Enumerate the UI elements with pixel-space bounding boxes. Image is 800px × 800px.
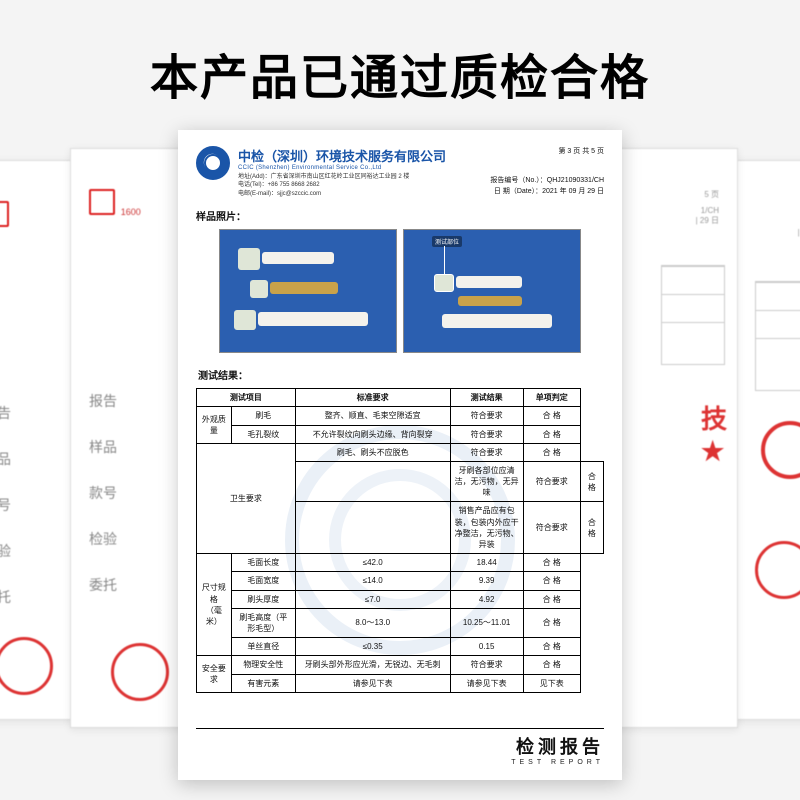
table-cell: 牙刷各部位应清洁，无污物，无异味 [450,461,523,502]
table-cell: 卫生要求 [197,443,296,554]
table-cell: 合 格 [523,425,580,443]
table-row: 卫生要求刷毛、刷头不应脱色符合要求合 格 [197,443,604,461]
company-name-en: CCIC (Shenzhen) Environmental Service Co… [238,165,446,171]
table-cell: 合 格 [580,461,603,502]
table-cell: 符合要求 [450,407,523,425]
seal-icon [89,189,115,215]
table-cell: 合 格 [523,554,580,572]
footer-title-en: TEST REPORT [196,759,604,766]
test-result-table: 测试项目标准要求测试结果单项判定 外观质量刷毛整齐、顺直、毛束空隙适宜符合要求合… [196,388,604,693]
table-cell: 牙刷头部外形应光滑，无锐边、无毛刺 [295,656,450,674]
table-cell: 安全要求 [197,656,232,692]
table-cell: 符合要求 [523,502,580,554]
table-row: 毛孔裂纹不允许裂纹向刷头边缘、背向裂穿符合要求合 格 [197,425,604,443]
round-seal-icon [761,421,800,479]
table-row: 毛面宽度≤14.09.39合 格 [197,572,604,590]
table-cell: 外观质量 [197,407,232,443]
table-cell: 见下表 [523,674,580,692]
headline: 本产品已通过质检合格 [0,38,800,108]
round-seal-icon [0,637,53,695]
table-cell: 4.92 [450,590,523,608]
seal-icon [0,201,9,227]
table-header: 测试结果 [450,389,523,407]
table-cell: 合 格 [523,572,580,590]
callout-label: 测试部位 [432,236,462,247]
footer-title-cn: 检测报告 [196,733,604,759]
table-cell: 符合要求 [450,656,523,674]
table-header: 测试项目 [197,389,296,407]
table-cell: 刷毛高度（平形毛型） [231,608,295,637]
table-cell: ≤7.0 [295,590,450,608]
ccic-logo-icon [196,146,230,180]
table-cell: 合 格 [523,638,580,656]
table-row: 尺寸规格 （毫米）毛面长度≤42.018.44合 格 [197,554,604,572]
table-cell: 请参见下表 [450,674,523,692]
table-cell: 刷毛、刷头不应脱色 [295,443,450,461]
table-cell: 合 格 [523,443,580,461]
table-cell: 合 格 [580,502,603,554]
company-address: 地址(Add)：广东省深圳市南山区红花岭工业区同裕达工业园 2 楼 电话(Tel… [238,173,446,198]
sample-photo [219,229,397,353]
table-header: 单项判定 [523,389,580,407]
report-number-row: 报告编号（No.）：QHJ21090331/CH [490,175,604,186]
test-report-document: 中检（深圳）环境技术服务有限公司 CCIC (Shenzhen) Environ… [178,130,622,780]
table-cell: 不允许裂纹向刷头边缘、背向裂穿 [295,425,450,443]
table-cell: 请参见下表 [295,674,450,692]
table-cell: 10.25～11.01 [450,608,523,637]
table-cell: 8.0～13.0 [295,608,450,637]
table-cell: 9.39 [450,572,523,590]
table-row: 外观质量刷毛整齐、顺直、毛束空隙适宜符合要求合 格 [197,407,604,425]
table-cell: 合 格 [523,608,580,637]
table-cell: ≤14.0 [295,572,450,590]
table-cell: ≤0.35 [295,638,450,656]
round-seal-icon [111,643,169,701]
table-cell: 整齐、顺直、毛束空隙适宜 [295,407,450,425]
table-cell: 0.15 [450,638,523,656]
table-row: 刷毛高度（平形毛型）8.0～13.010.25～11.01合 格 [197,608,604,637]
table-cell: 毛面宽度 [231,572,295,590]
seal-text-icon: 技★ [701,399,727,467]
table-cell: 刷毛 [231,407,295,425]
round-seal-icon [755,541,800,599]
table-cell [295,502,450,554]
bg-code: 1600 [121,207,141,217]
table-row: 刷头厚度≤7.04.92合 格 [197,590,604,608]
table-cell: 有害元素 [231,674,295,692]
table-row: 有害元素请参见下表请参见下表见下表 [197,674,604,692]
result-section-label: 测试结果： [198,367,604,382]
table-cell: 符合要求 [450,425,523,443]
report-footer: 检测报告 TEST REPORT [196,728,604,766]
table-cell: 尺寸规格 （毫米） [197,554,232,656]
table-cell: 刷头厚度 [231,590,295,608]
table-cell: 合 格 [523,590,580,608]
table-cell: 18.44 [450,554,523,572]
report-date-row: 日 期（Date）：2021 年 09 月 29 日 [490,186,604,197]
page-info: 第 3 页 共 5 页 [490,146,604,157]
table-cell: ≤42.0 [295,554,450,572]
table-cell: 符合要求 [523,461,580,502]
table-cell: 合 格 [523,656,580,674]
photo-section-label: 样品照片： [196,208,604,223]
table-cell: 销售产品应有包装，包装内外应干净整洁，无污物、异装 [450,502,523,554]
table-cell: 毛面长度 [231,554,295,572]
table-cell: 物理安全性 [231,656,295,674]
sample-photos: 测试部位 [196,229,604,353]
table-cell: 符合要求 [450,443,523,461]
table-cell: 单丝直径 [231,638,295,656]
sample-photo: 测试部位 [403,229,581,353]
table-row: 安全要求物理安全性牙刷头部外形应光滑，无锐边、无毛刺符合要求合 格 [197,656,604,674]
table-header: 标准要求 [295,389,450,407]
company-name: 中检（深圳）环境技术服务有限公司 [238,146,446,165]
table-cell: 合 格 [523,407,580,425]
table-cell [295,461,450,502]
table-row: 单丝直径≤0.350.15合 格 [197,638,604,656]
table-cell: 毛孔裂纹 [231,425,295,443]
